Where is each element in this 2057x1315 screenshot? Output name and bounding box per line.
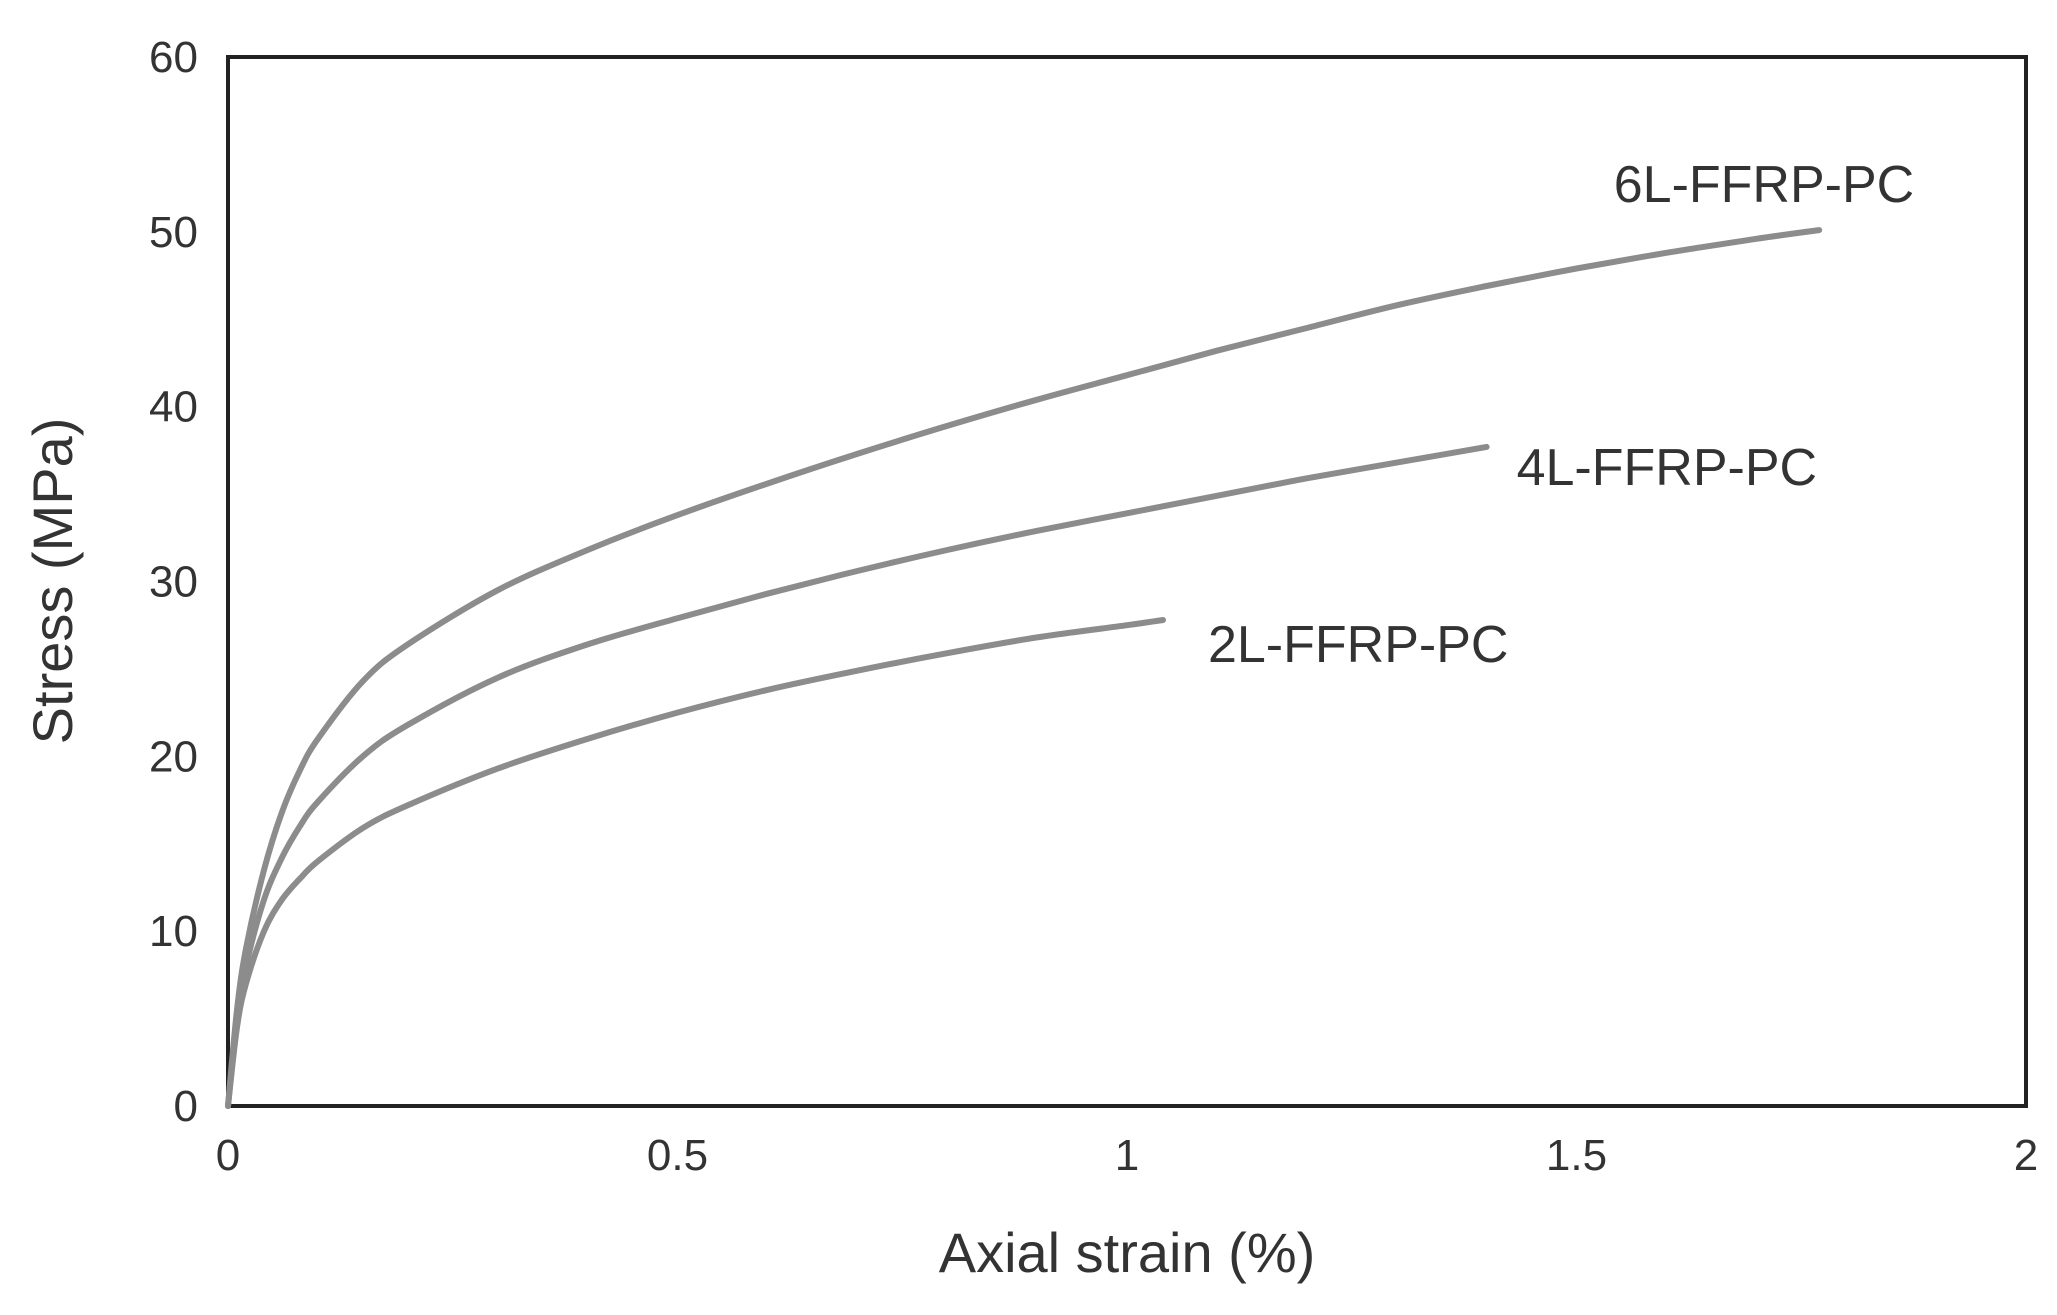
x-tick-label: 2: [2014, 1131, 2038, 1180]
y-tick-label: 50: [149, 208, 198, 257]
series-lines: [225, 227, 1823, 1109]
y-axis-title: Stress (MPa): [21, 418, 84, 745]
y-tick-label: 10: [149, 907, 198, 956]
x-axis-title: Axial strain (%): [939, 1221, 1316, 1284]
x-tick-label: 1: [1115, 1131, 1139, 1180]
y-tick-label: 40: [149, 383, 198, 432]
y-axis-ticks: 0 10 20 30 40 50 60: [149, 33, 198, 1131]
series-line-2l-ffrp-pc: [225, 617, 1166, 1109]
series-label-6l-ffrp-pc: 6L-FFRP-PC: [1614, 156, 1914, 214]
y-tick-label: 30: [149, 558, 198, 607]
y-tick-label: 0: [174, 1082, 198, 1131]
plot-area-frame: [226, 55, 2028, 1108]
x-tick-label: 0.5: [647, 1131, 708, 1180]
series-line-6l-ffrp-pc: [225, 227, 1823, 1109]
series-labels: 2L-FFRP-PC 4L-FFRP-PC 6L-FFRP-PC: [1208, 156, 1914, 674]
x-tick-label: 1.5: [1546, 1131, 1607, 1180]
series-label-4l-ffrp-pc: 4L-FFRP-PC: [1517, 439, 1817, 497]
x-axis-ticks: 0 0.5 1 1.5 2: [216, 1131, 2038, 1180]
y-tick-label: 60: [149, 33, 198, 82]
series-label-2l-ffrp-pc: 2L-FFRP-PC: [1208, 616, 1508, 674]
series-line-4l-ffrp-pc: [225, 443, 1490, 1109]
x-tick-label: 0: [216, 1131, 240, 1180]
y-tick-label: 20: [149, 732, 198, 781]
